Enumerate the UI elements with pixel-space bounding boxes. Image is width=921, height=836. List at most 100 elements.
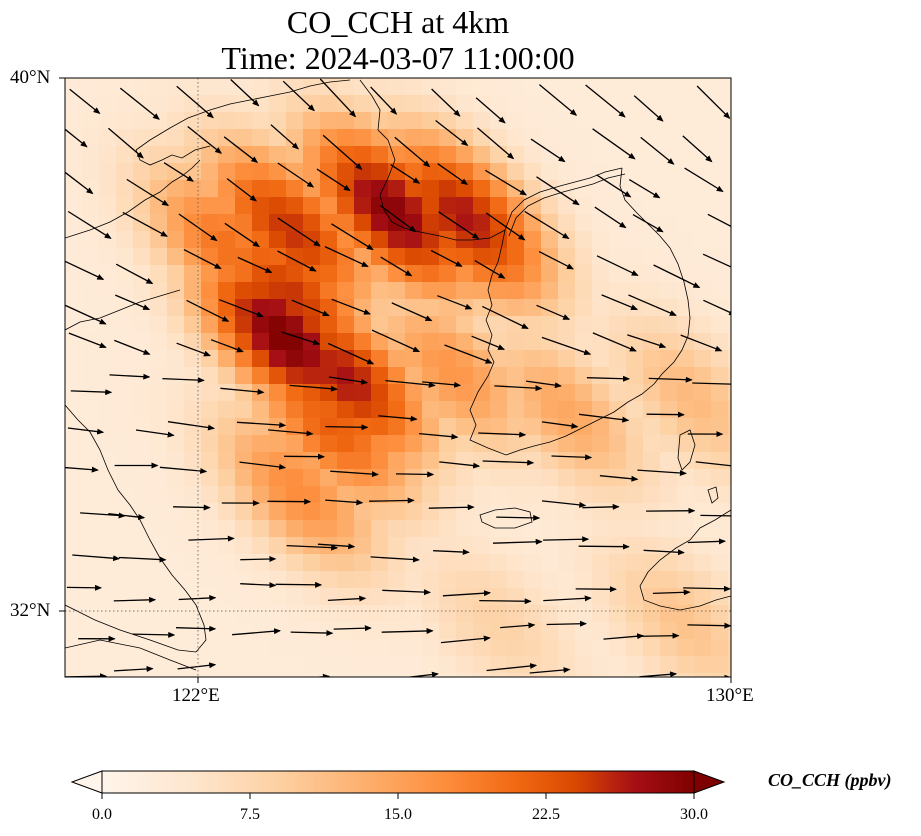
- field-cell: [694, 214, 712, 232]
- field-cell: [456, 656, 474, 674]
- field-cell: [592, 299, 610, 317]
- field-cell: [320, 146, 338, 164]
- field-cell: [643, 622, 661, 640]
- field-cell: [201, 180, 219, 198]
- field-cell: [354, 129, 372, 147]
- wind-arrow: [275, 581, 323, 588]
- field-cell: [303, 146, 321, 164]
- field-cell: [65, 299, 83, 317]
- field-cell: [252, 469, 270, 487]
- map-frame: [64, 77, 732, 678]
- field-cell: [354, 537, 372, 555]
- field-cell: [456, 486, 474, 504]
- field-cell: [65, 316, 83, 334]
- field-cell: [269, 554, 287, 572]
- field-cell: [711, 401, 729, 419]
- field-cell: [99, 588, 117, 606]
- field-cell: [422, 554, 440, 572]
- field-cell: [371, 452, 389, 470]
- field-cell: [456, 299, 474, 317]
- field-cell: [252, 571, 270, 589]
- wind-arrow: [541, 500, 587, 508]
- field-cell: [167, 333, 185, 351]
- field-cell: [371, 656, 389, 674]
- wind-arrow: [325, 499, 364, 506]
- field-cell: [320, 588, 338, 606]
- field-cell: [660, 571, 678, 589]
- field-cell: [626, 112, 644, 130]
- field-cell: [150, 622, 168, 640]
- field-cell: [235, 418, 253, 436]
- wind-arrow: [592, 128, 636, 160]
- field-cell: [677, 588, 695, 606]
- field-cell: [201, 537, 219, 555]
- wind-arrow: [277, 250, 317, 272]
- field-cell: [422, 197, 440, 215]
- field-cell: [643, 639, 661, 657]
- field-cell: [99, 350, 117, 368]
- field-cell: [643, 163, 661, 181]
- field-cell: [609, 248, 627, 266]
- field-cell: [626, 469, 644, 487]
- field-cell: [184, 571, 202, 589]
- field-cell: [439, 384, 457, 402]
- field-cell: [711, 197, 729, 215]
- field-cell: [167, 214, 185, 232]
- field-cell: [643, 520, 661, 538]
- field-cell: [592, 197, 610, 215]
- field-cell: [167, 520, 185, 538]
- wind-arrow: [536, 304, 571, 320]
- map-title-line2: Time: 2024-03-07 11:00:00: [221, 40, 575, 76]
- field-cell: [422, 469, 440, 487]
- field-cell: [388, 95, 406, 113]
- field-cell: [286, 112, 304, 130]
- field-cell: [337, 214, 355, 232]
- field-cell: [133, 588, 151, 606]
- wind-arrow: [173, 504, 211, 511]
- field-cell: [439, 503, 457, 521]
- field-cell: [490, 333, 508, 351]
- wind-arrow: [65, 466, 99, 473]
- wind-arrow: [178, 594, 217, 601]
- wind-arrow: [438, 211, 480, 240]
- field-cell: [184, 265, 202, 283]
- field-cell: [201, 435, 219, 453]
- field-cell: [252, 554, 270, 572]
- field-cell: [354, 95, 372, 113]
- field-cell: [643, 554, 661, 572]
- field-cell: [354, 112, 372, 130]
- field-cell: [167, 299, 185, 317]
- field-cell: [422, 316, 440, 334]
- wind-vectors: [65, 78, 731, 677]
- field-cell: [116, 316, 134, 334]
- field-cell: [490, 418, 508, 436]
- field-cell: [677, 78, 695, 96]
- field-cell: [269, 367, 287, 385]
- field-cell: [269, 282, 287, 300]
- field-cell: [660, 282, 678, 300]
- field-cell: [558, 384, 576, 402]
- field-cell: [150, 452, 168, 470]
- field-cell: [286, 265, 304, 283]
- field-cell: [558, 537, 576, 555]
- field-cell: [473, 112, 491, 130]
- field-cell: [405, 503, 423, 521]
- field-cell: [490, 605, 508, 623]
- field-cell: [711, 367, 729, 385]
- field-cell: [388, 673, 406, 677]
- field-cell: [337, 231, 355, 249]
- wind-arrow: [433, 549, 470, 556]
- field-cell: [405, 639, 423, 657]
- field-cell: [524, 384, 542, 402]
- field-cell: [524, 486, 542, 504]
- field-cell: [592, 384, 610, 402]
- field-cell: [711, 282, 729, 300]
- field-cell: [728, 214, 731, 232]
- wind-arrow: [494, 385, 543, 392]
- field-cell: [116, 265, 134, 283]
- wind-arrow: [529, 667, 571, 674]
- field-cell: [184, 554, 202, 572]
- field-cell: [507, 350, 525, 368]
- field-cell: [116, 418, 134, 436]
- field-cell: [99, 282, 117, 300]
